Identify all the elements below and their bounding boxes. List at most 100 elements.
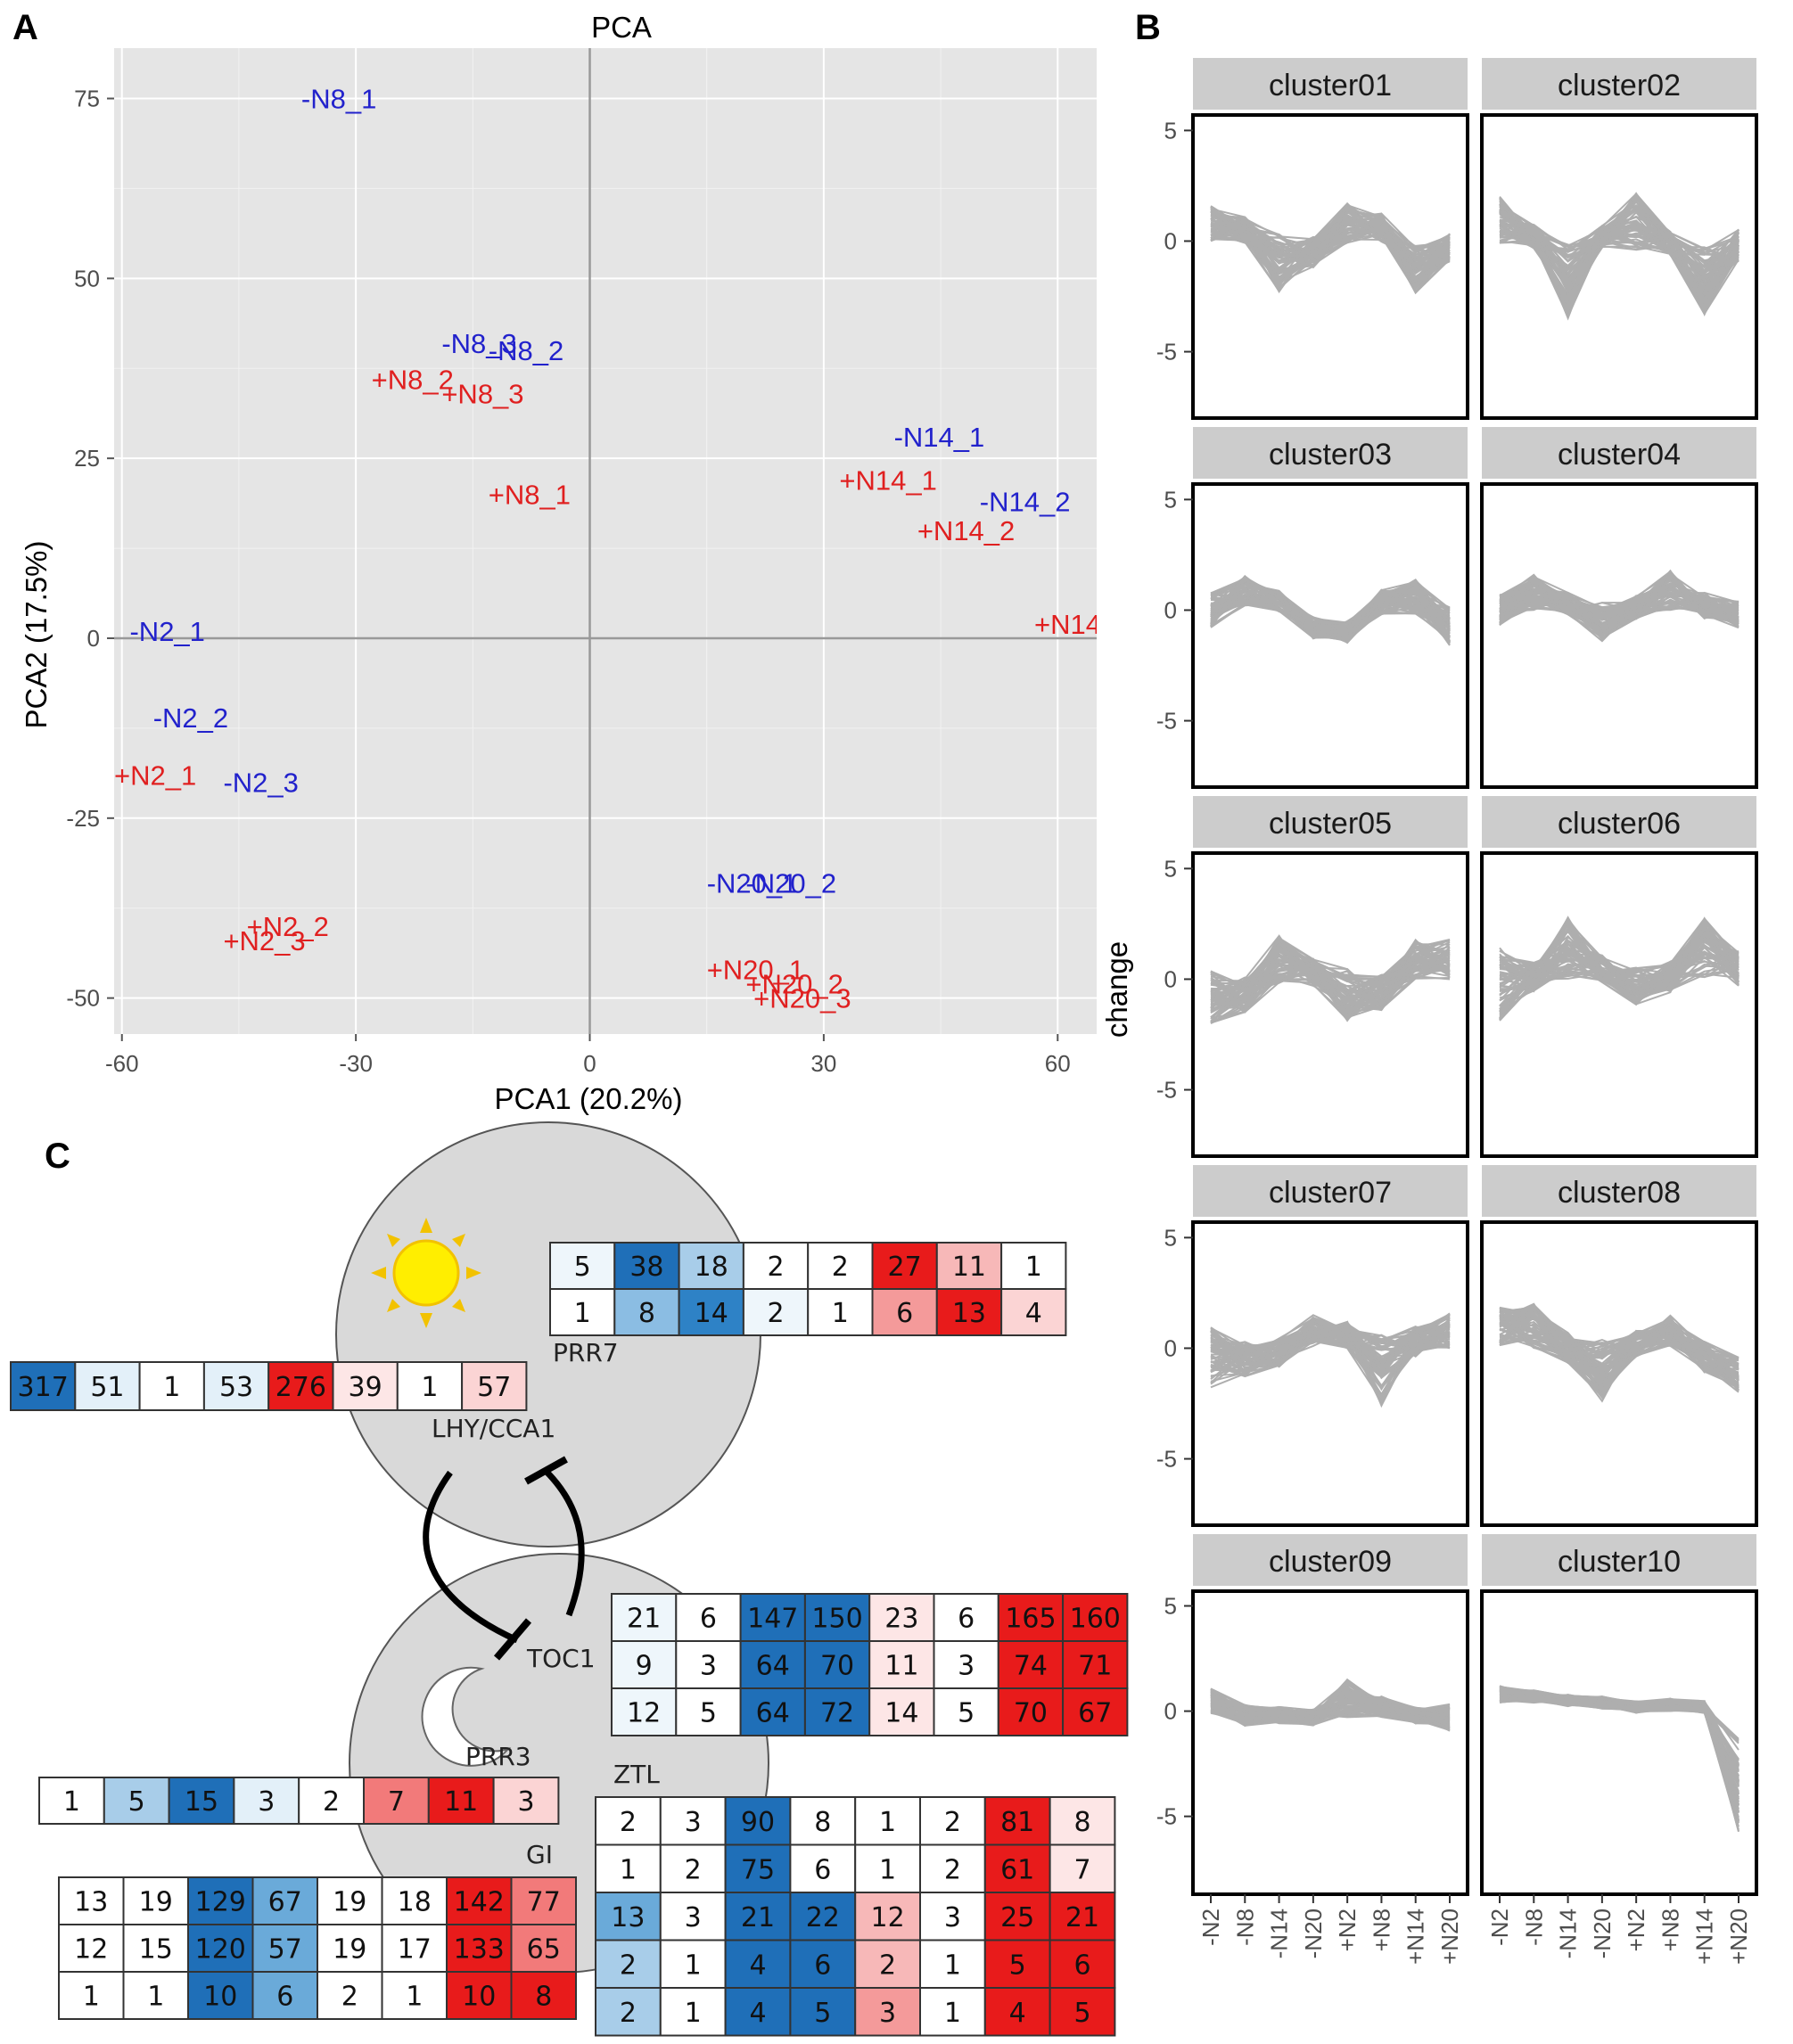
table-cell	[933, 1687, 999, 1736]
table-cell	[363, 1777, 430, 1825]
facet-x-tick-label: +N2	[1334, 1909, 1361, 1951]
pca-point-label: +N20_2	[745, 968, 843, 999]
table-cell-value: 71	[1078, 1651, 1112, 1682]
pca-point-label: +N2_3	[223, 925, 305, 956]
facet-y-tick-label: 5	[1164, 1593, 1177, 1620]
facet-x-tick-label: +N20	[1725, 1909, 1752, 1965]
pca-point-label: +N14_2	[917, 515, 1015, 546]
table-cell	[427, 1777, 495, 1825]
table-cell	[659, 1987, 727, 2037]
pca-point-label: -N14_2	[980, 487, 1071, 518]
table-cell-value: 12	[627, 1698, 661, 1729]
pca-point-label: +N2_1	[114, 759, 196, 791]
facet-series-line	[1210, 590, 1451, 630]
facet-x-tick-label: +N8	[1657, 1909, 1683, 1951]
table-cell	[122, 1971, 189, 2020]
facet-x-tick-label: -N14	[1266, 1909, 1293, 1958]
table-cell-value: 4	[1025, 1298, 1042, 1329]
facet-strip-label: cluster01	[1269, 69, 1392, 103]
table-cell	[868, 1640, 935, 1689]
table-cell	[854, 1843, 922, 1893]
table-cell	[103, 1777, 170, 1825]
table-cell	[595, 1843, 662, 1893]
pca-point-label: +N8_1	[489, 480, 571, 511]
table-cell	[38, 1777, 105, 1825]
facet-series-group	[1499, 569, 1740, 643]
facet-strip	[1193, 1534, 1468, 1586]
facet-series-group	[1499, 915, 1740, 1022]
table-cell-value: 70	[1014, 1698, 1048, 1729]
facet-strip	[1193, 58, 1468, 110]
table-cell-value: 2	[620, 1807, 637, 1838]
table-cell-value: 5	[1073, 1998, 1090, 2029]
table-cell	[138, 1361, 205, 1411]
table-cell-value: 5	[1009, 1950, 1026, 1981]
facet-series-line	[1210, 1330, 1451, 1368]
facet-series-group	[1210, 201, 1451, 295]
table-cell	[659, 1796, 727, 1846]
table-cell	[675, 1687, 742, 1736]
pca-point-label: -N20_2	[745, 867, 836, 899]
table-cell-value: 39	[349, 1372, 382, 1403]
table-cell	[659, 1892, 727, 1941]
facet-series-group	[1499, 1685, 1740, 1833]
table-cell	[871, 1288, 938, 1336]
table-cell-value: 13	[952, 1298, 986, 1329]
facet-series-line	[1210, 1693, 1451, 1716]
table-cell	[1000, 1288, 1067, 1336]
table-cell-value: 10	[462, 1982, 496, 2013]
pca-point-label: +N20_3	[753, 983, 851, 1014]
pca-point-label: -N8_3	[441, 328, 516, 359]
table-cell-value: 13	[74, 1887, 108, 1918]
facet-strip-label: cluster08	[1558, 1176, 1681, 1210]
table-cell-value: 38	[629, 1252, 663, 1283]
facet-strip-label: cluster07	[1269, 1176, 1392, 1210]
table-cell	[1049, 1892, 1116, 1941]
table-cell-value: 13	[611, 1902, 645, 1933]
facet-series-line	[1499, 946, 1740, 1000]
table-cell	[803, 1687, 871, 1736]
facet-series-group	[1210, 574, 1451, 646]
activation-arrow-bar	[493, 1618, 532, 1661]
facet-strip-label: cluster06	[1558, 807, 1681, 841]
facet-x-tick-label: +N20	[1436, 1909, 1463, 1965]
cluster-facets: cluster01 5 0 -5 cluster02 cluster03 5 0 -5 clust…	[1156, 58, 1758, 1965]
table-cell-value: 3	[944, 1902, 961, 1933]
pca-plot-background	[114, 48, 1097, 1034]
facet-series-line	[1499, 589, 1740, 625]
table-cell-value: 8	[1073, 1807, 1090, 1838]
table-cell-value: 142	[454, 1887, 505, 1918]
facet-series-group	[1499, 1302, 1740, 1403]
facet-x-tick-label: -N14	[1555, 1909, 1582, 1958]
table-cell-value: 1	[83, 1982, 100, 2013]
table-cell	[492, 1777, 560, 1825]
table-cell	[10, 1361, 77, 1411]
table-cell-value: 3	[517, 1786, 534, 1818]
facet-y-tick-label: 5	[1164, 1224, 1177, 1251]
table-cell	[983, 1892, 1051, 1941]
facet-panel	[1480, 1589, 1758, 1896]
facet-strip-label: cluster03	[1269, 438, 1392, 472]
gene-label-prr7: PRR7	[553, 1338, 619, 1367]
table-cell-value: 1	[832, 1298, 849, 1329]
pca-point-label: +N2_2	[247, 911, 329, 942]
table-cell-value: 2	[944, 1854, 961, 1885]
facet-x-tick-label: -N2	[1486, 1909, 1513, 1946]
table-cell-value: 1	[1025, 1252, 1042, 1283]
table-cell	[983, 1843, 1051, 1893]
facet-strip	[1482, 58, 1756, 110]
table-cell-value: 1	[421, 1372, 438, 1403]
table-cell-value: 81	[1000, 1807, 1034, 1838]
pca-point-label: +N8_3	[441, 379, 523, 410]
table-cell-value: 133	[454, 1934, 505, 1966]
facet-y-tick-label: 5	[1164, 486, 1177, 513]
facet-series-line	[1499, 1689, 1740, 1803]
table-cell-value: 6	[1073, 1950, 1090, 1981]
table-cell	[675, 1593, 742, 1642]
facet-series-line	[1499, 1305, 1740, 1374]
table-cell-value: 19	[333, 1887, 366, 1918]
table-cell-value: 27	[888, 1252, 922, 1283]
table-cell	[1049, 1987, 1116, 2037]
pca-point-label: -N8_1	[301, 84, 376, 115]
table-cell	[803, 1640, 871, 1689]
